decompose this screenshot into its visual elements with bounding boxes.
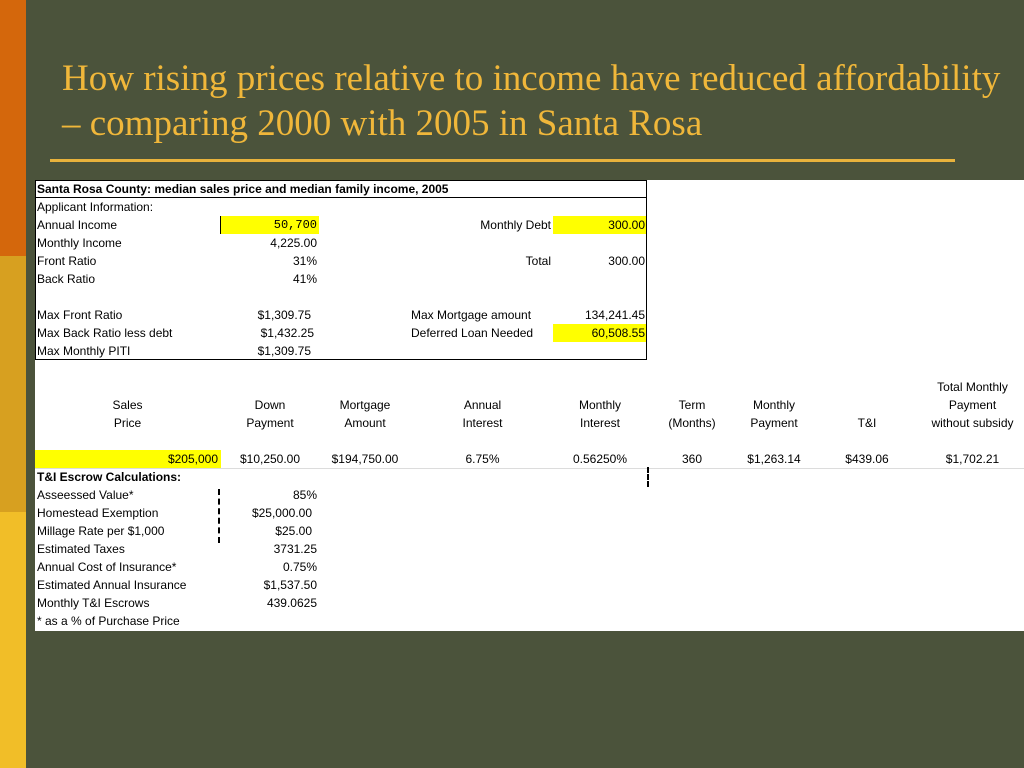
- monthly-debt-label: Monthly Debt: [480, 218, 551, 232]
- max-front-ratio-value: $1,309.75: [257, 308, 311, 322]
- header-divider: [35, 197, 647, 198]
- sheet-header: Santa Rosa County: median sales price an…: [37, 182, 449, 196]
- monthly-income-label: Monthly Income: [37, 236, 122, 250]
- escrow-footnote: * as a % of Purchase Price: [37, 614, 180, 628]
- monthly-interest-value: 0.56250%: [572, 452, 628, 466]
- annual-income-highlight: [221, 216, 319, 234]
- max-mortgage-label: Max Mortgage amount: [411, 308, 532, 322]
- applicant-label: Applicant Information:: [37, 200, 154, 214]
- col-sales-line2: Price: [113, 416, 142, 430]
- max-mortgage-value: 134,241.45: [584, 308, 645, 322]
- applicant-box: [35, 180, 647, 360]
- col-monthly-payment-line2: Payment: [750, 416, 798, 430]
- insurance-cost-value: 0.75%: [282, 560, 317, 574]
- col-term-line1: Term: [678, 398, 706, 412]
- assessed-value-label: Asseessed Value*: [37, 488, 134, 502]
- max-back-ratio-value: $1,432.25: [260, 326, 314, 340]
- down-payment-value: $10,250.00: [239, 452, 301, 466]
- col-term-line2: (Months): [668, 416, 716, 430]
- accent-stripe-bottom: [0, 512, 26, 768]
- mortgage-amount-value: $194,750.00: [331, 452, 399, 466]
- monthly-debt-highlight: [553, 216, 647, 234]
- max-back-ratio-label: Max Back Ratio less debt: [37, 326, 173, 340]
- grid-line: [35, 468, 1024, 469]
- accent-stripe-top: [0, 0, 26, 256]
- slide-title: How rising prices relative to income hav…: [62, 58, 1001, 144]
- monthly-escrows-value: 439.0625: [266, 596, 317, 610]
- homestead-label: Homestead Exemption: [37, 506, 159, 520]
- annual-income-value: 50,700: [273, 218, 317, 232]
- millage-value: $25.00: [275, 524, 312, 538]
- back-ratio-value: 41%: [292, 272, 317, 286]
- max-piti-value: $1,309.75: [257, 344, 311, 358]
- col-down-line1: Down: [254, 398, 286, 412]
- taxes-label: Estimated Taxes: [37, 542, 125, 556]
- spreadsheet: Santa Rosa County: median sales price an…: [35, 180, 1024, 631]
- insurance-cost-label: Annual Cost of Insurance*: [37, 560, 177, 574]
- dashed-marker-left: [218, 489, 220, 543]
- monthly-income-value: 4,225.00: [270, 236, 317, 250]
- title-underline: [50, 159, 955, 162]
- col-down-line2: Payment: [246, 416, 294, 430]
- deferred-loan-highlight: [553, 324, 647, 342]
- col-monthly-interest-line1: Monthly: [578, 398, 622, 412]
- col-total-monthly-line2: Payment: [948, 398, 997, 412]
- col-mortgage-line1: Mortgage: [339, 398, 391, 412]
- taxes-value: 3731.25: [273, 542, 317, 556]
- annual-interest-value: 6.75%: [465, 452, 500, 466]
- front-ratio-value: 31%: [292, 254, 317, 268]
- col-monthly-payment-line1: Monthly: [752, 398, 796, 412]
- max-piti-label: Max Monthly PITI: [37, 344, 131, 358]
- income-cell-border: [220, 216, 221, 234]
- dashed-marker-right: [647, 467, 649, 487]
- total-value: 300.00: [608, 254, 645, 268]
- sales-price-highlight: [35, 450, 221, 468]
- front-ratio-label: Front Ratio: [37, 254, 97, 268]
- col-ti: T&I: [857, 416, 877, 430]
- col-total-monthly-line3: without subsidy: [931, 416, 1014, 430]
- annual-insurance-label: Estimated Annual Insurance: [37, 578, 187, 592]
- accent-stripe-middle: [0, 256, 26, 512]
- col-mortgage-line2: Amount: [344, 416, 386, 430]
- col-total-monthly-line1: Total Monthly: [937, 380, 1008, 394]
- annual-income-label: Annual Income: [37, 218, 118, 232]
- col-annual-interest-line2: Interest: [462, 416, 503, 430]
- deferred-loan-value: 60,508.55: [591, 326, 645, 340]
- total-monthly-value: $1,702.21: [945, 452, 1000, 466]
- sales-price-value: $205,000: [167, 452, 218, 466]
- escrow-header: T&I Escrow Calculations:: [37, 470, 182, 484]
- term-value: 360: [681, 452, 703, 466]
- ti-value: $439.06: [845, 452, 889, 466]
- max-front-ratio-label: Max Front Ratio: [37, 308, 123, 322]
- annual-insurance-value: $1,537.50: [263, 578, 317, 592]
- homestead-value: $25,000.00: [251, 506, 312, 520]
- back-ratio-label: Back Ratio: [37, 272, 96, 286]
- assessed-value-value: 85%: [292, 488, 317, 502]
- millage-label: Millage Rate per $1,000: [37, 524, 165, 538]
- monthly-debt-value: 300.00: [608, 218, 645, 232]
- col-annual-interest-line1: Annual: [463, 398, 502, 412]
- col-monthly-interest-line2: Interest: [579, 416, 621, 430]
- monthly-payment-value: $1,263.14: [747, 452, 801, 466]
- deferred-loan-label: Deferred Loan Needed: [411, 326, 534, 340]
- col-sales-line1: Sales: [112, 398, 143, 412]
- monthly-escrows-label: Monthly T&I Escrows: [37, 596, 150, 610]
- total-label: Total: [525, 254, 551, 268]
